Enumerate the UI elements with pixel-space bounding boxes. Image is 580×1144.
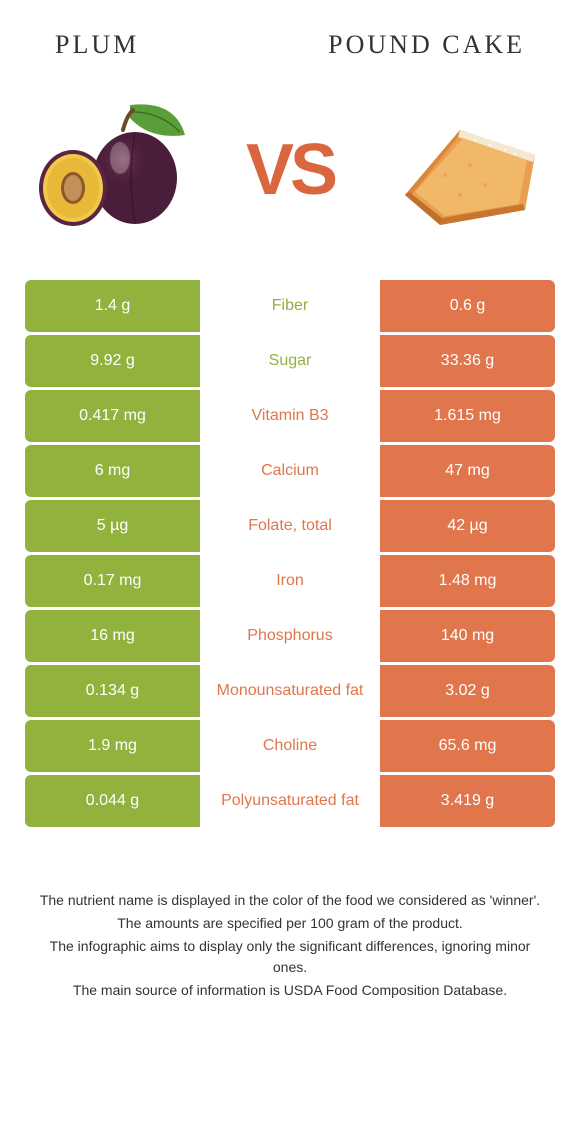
nutrient-label: Monounsaturated fat (200, 665, 380, 717)
value-right: 3.02 g (380, 665, 555, 717)
footer-line: The amounts are specified per 100 gram o… (35, 913, 545, 934)
value-left: 6 mg (25, 445, 200, 497)
nutrient-row: 5 µgFolate, total42 µg (25, 500, 555, 552)
value-left: 9.92 g (25, 335, 200, 387)
footer-line: The main source of information is USDA F… (35, 980, 545, 1001)
header: Plum Pound cake (25, 30, 555, 80)
value-right: 33.36 g (380, 335, 555, 387)
nutrient-row: 0.044 gPolyunsaturated fat3.419 g (25, 775, 555, 827)
footer-line: The infographic aims to display only the… (35, 936, 545, 978)
nutrient-row: 16 mgPhosphorus140 mg (25, 610, 555, 662)
nutrient-label: Folate, total (200, 500, 380, 552)
nutrient-label: Phosphorus (200, 610, 380, 662)
nutrient-label: Sugar (200, 335, 380, 387)
food-title-right: Pound cake (328, 30, 525, 60)
nutrient-row: 9.92 gSugar33.36 g (25, 335, 555, 387)
value-right: 3.419 g (380, 775, 555, 827)
nutrient-row: 6 mgCalcium47 mg (25, 445, 555, 497)
value-right: 140 mg (380, 610, 555, 662)
nutrient-table: 1.4 gFiber0.6 g9.92 gSugar33.36 g0.417 m… (25, 280, 555, 827)
value-right: 1.48 mg (380, 555, 555, 607)
value-left: 0.134 g (25, 665, 200, 717)
value-right: 47 mg (380, 445, 555, 497)
value-left: 5 µg (25, 500, 200, 552)
nutrient-label: Polyunsaturated fat (200, 775, 380, 827)
value-right: 0.6 g (380, 280, 555, 332)
nutrient-row: 1.4 gFiber0.6 g (25, 280, 555, 332)
nutrient-row: 0.134 gMonounsaturated fat3.02 g (25, 665, 555, 717)
nutrient-row: 0.17 mgIron1.48 mg (25, 555, 555, 607)
footer-line: The nutrient name is displayed in the co… (35, 890, 545, 911)
nutrient-label: Iron (200, 555, 380, 607)
value-right: 65.6 mg (380, 720, 555, 772)
value-left: 0.17 mg (25, 555, 200, 607)
nutrient-row: 1.9 mgCholine65.6 mg (25, 720, 555, 772)
nutrient-label: Calcium (200, 445, 380, 497)
value-left: 16 mg (25, 610, 200, 662)
pound-cake-image (385, 100, 545, 240)
vs-label: VS (246, 129, 334, 211)
nutrient-label: Vitamin B3 (200, 390, 380, 442)
value-left: 0.417 mg (25, 390, 200, 442)
nutrient-row: 0.417 mgVitamin B31.615 mg (25, 390, 555, 442)
value-left: 1.9 mg (25, 720, 200, 772)
food-title-left: Plum (55, 30, 139, 60)
plum-image (35, 100, 195, 240)
value-left: 0.044 g (25, 775, 200, 827)
nutrient-label: Choline (200, 720, 380, 772)
hero-row: VS (25, 80, 555, 280)
value-right: 1.615 mg (380, 390, 555, 442)
value-right: 42 µg (380, 500, 555, 552)
value-left: 1.4 g (25, 280, 200, 332)
footer-notes: The nutrient name is displayed in the co… (25, 830, 555, 1001)
nutrient-label: Fiber (200, 280, 380, 332)
